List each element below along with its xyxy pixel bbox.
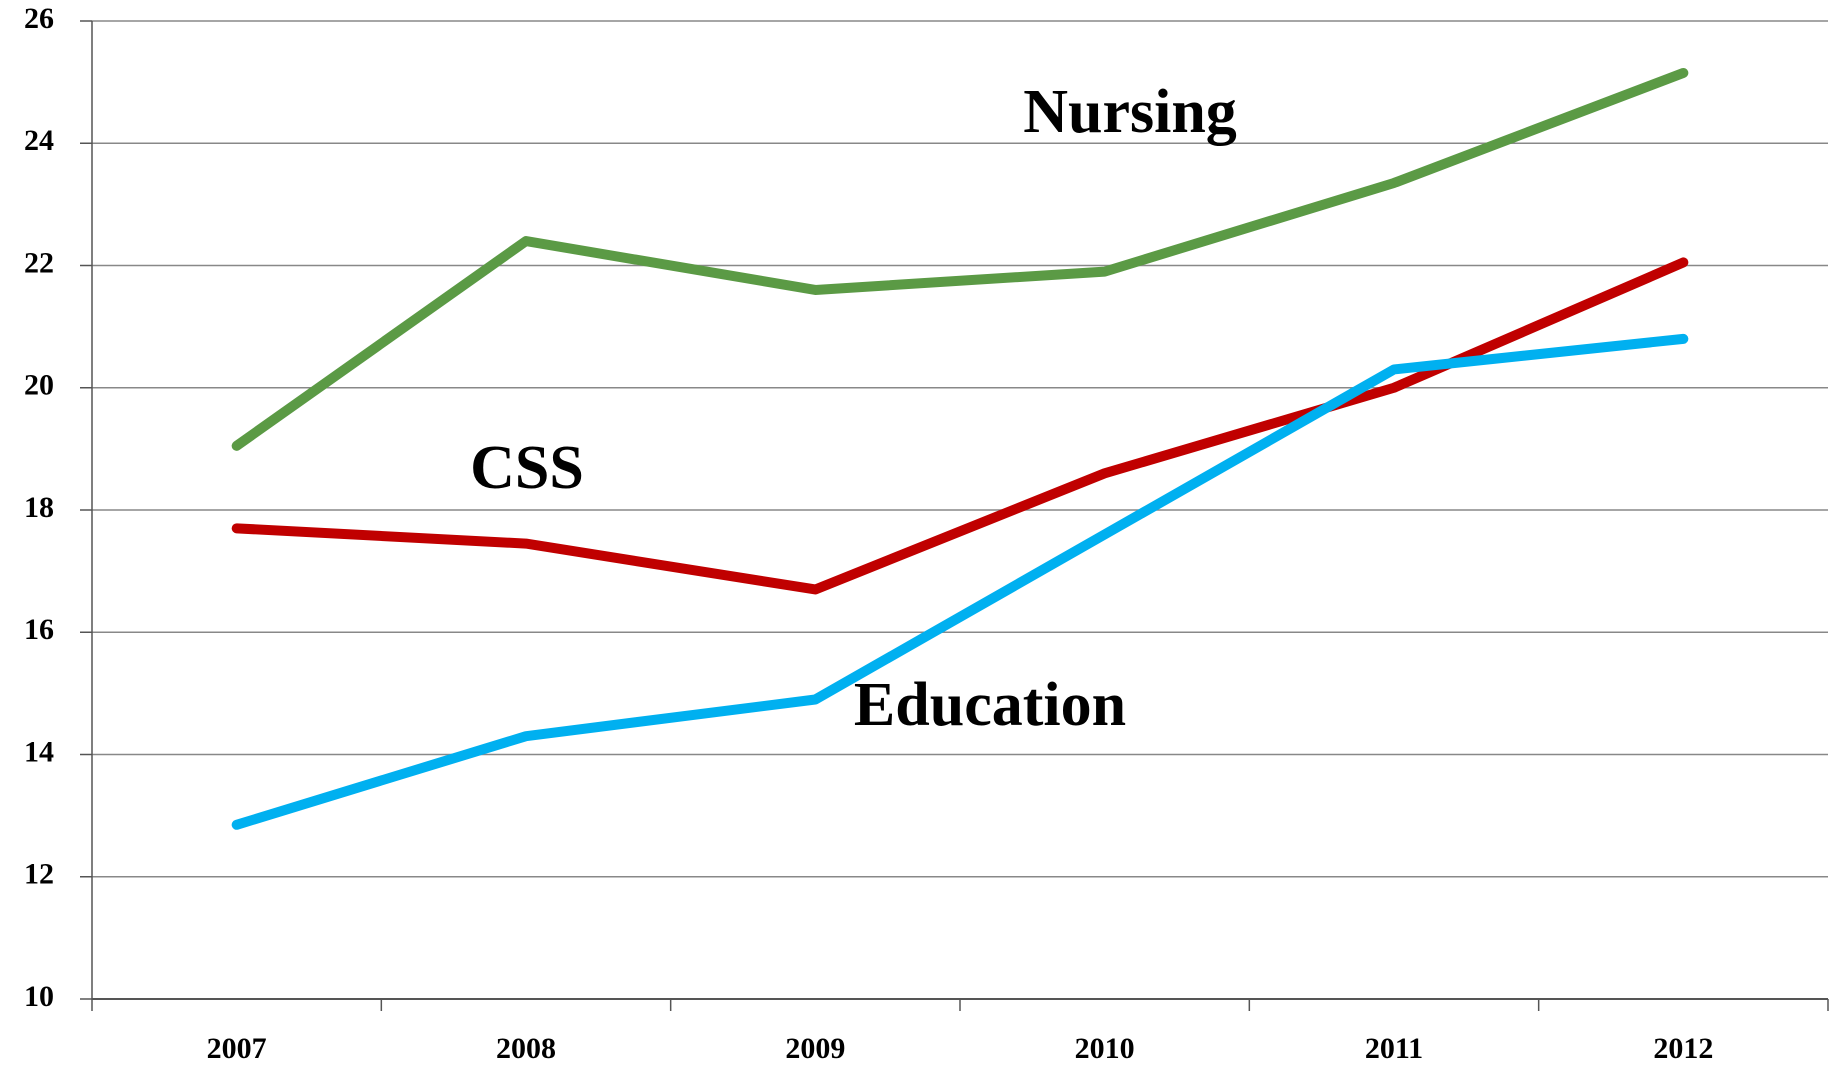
series-line bbox=[231, 67, 1689, 451]
x-tick-label: 2009 bbox=[785, 1032, 845, 1065]
x-tick-label: 2007 bbox=[207, 1032, 267, 1065]
y-tick-label: 14 bbox=[24, 735, 54, 768]
y-tick-label: 18 bbox=[24, 491, 54, 524]
x-tick-label: 2010 bbox=[1075, 1032, 1135, 1065]
y-tick-label: 20 bbox=[24, 369, 54, 402]
series-line bbox=[231, 333, 1689, 830]
series-label: Nursing bbox=[1023, 78, 1237, 146]
y-tick-label: 22 bbox=[24, 246, 54, 279]
series-label: Education bbox=[854, 671, 1126, 739]
y-tick-label: 12 bbox=[24, 858, 54, 891]
x-tick-label: 2008 bbox=[496, 1032, 556, 1065]
y-tick-label: 16 bbox=[24, 613, 54, 646]
x-tick-label: 2012 bbox=[1653, 1032, 1713, 1065]
y-tick-label: 10 bbox=[24, 980, 54, 1013]
series-label: CSS bbox=[470, 434, 584, 502]
series-line bbox=[231, 257, 1689, 595]
y-tick-label: 26 bbox=[24, 2, 54, 35]
x-tick-label: 2011 bbox=[1365, 1032, 1423, 1065]
y-tick-label: 24 bbox=[24, 124, 54, 157]
